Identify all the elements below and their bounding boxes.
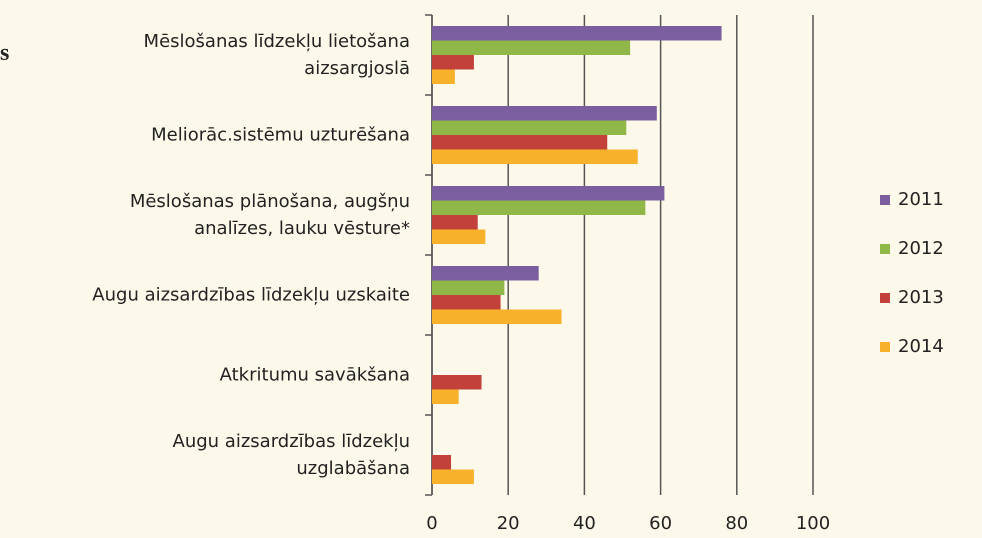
y-tick-label: Mēslošanas plānošana, augšņu analīzes, l… <box>129 191 410 239</box>
bar <box>432 186 665 201</box>
bar <box>432 26 722 41</box>
x-tick-label: 0 <box>426 513 437 534</box>
legend-label: 2011 <box>898 189 944 210</box>
bar <box>432 266 539 281</box>
y-tick-label: Augu aizsardzības līdzekļu uzglabāšana <box>172 431 410 479</box>
y-tick-label: Atkritumu savākšana <box>219 364 410 386</box>
bar <box>432 469 474 484</box>
x-tick-label: 20 <box>497 513 520 534</box>
legend-label: 2013 <box>898 287 944 308</box>
bar <box>432 375 482 390</box>
bar <box>432 200 646 215</box>
bar <box>432 455 452 470</box>
x-tick-label: 60 <box>649 513 672 534</box>
bar <box>432 69 455 84</box>
x-tick-label: 100 <box>796 513 830 534</box>
y-tick-label: Mēslošanas līdzekļu lietošana aizsargjos… <box>143 31 410 79</box>
bar <box>432 106 657 121</box>
legend-swatch <box>880 195 890 205</box>
annotation: s <box>0 40 10 66</box>
legend-swatch <box>880 342 890 352</box>
bar <box>432 229 486 244</box>
y-tick-label: Meliorāc.sistēmu uzturēšana <box>151 124 410 146</box>
legend-swatch <box>880 293 890 303</box>
bar <box>432 135 608 150</box>
bar <box>432 55 474 70</box>
x-tick-label: 80 <box>725 513 748 534</box>
bar <box>432 389 459 404</box>
bar <box>432 120 627 135</box>
legend-label: 2014 <box>898 336 944 357</box>
bar <box>432 215 478 230</box>
y-tick-label: Augu aizsardzības līdzekļu uzskaite <box>92 284 410 306</box>
bar <box>432 40 631 55</box>
legend-swatch <box>880 244 890 254</box>
x-tick-label: 40 <box>573 513 596 534</box>
legend-label: 2012 <box>898 238 944 259</box>
bar <box>432 149 638 164</box>
bar <box>432 280 505 295</box>
bar <box>432 309 562 324</box>
bar <box>432 295 501 310</box>
